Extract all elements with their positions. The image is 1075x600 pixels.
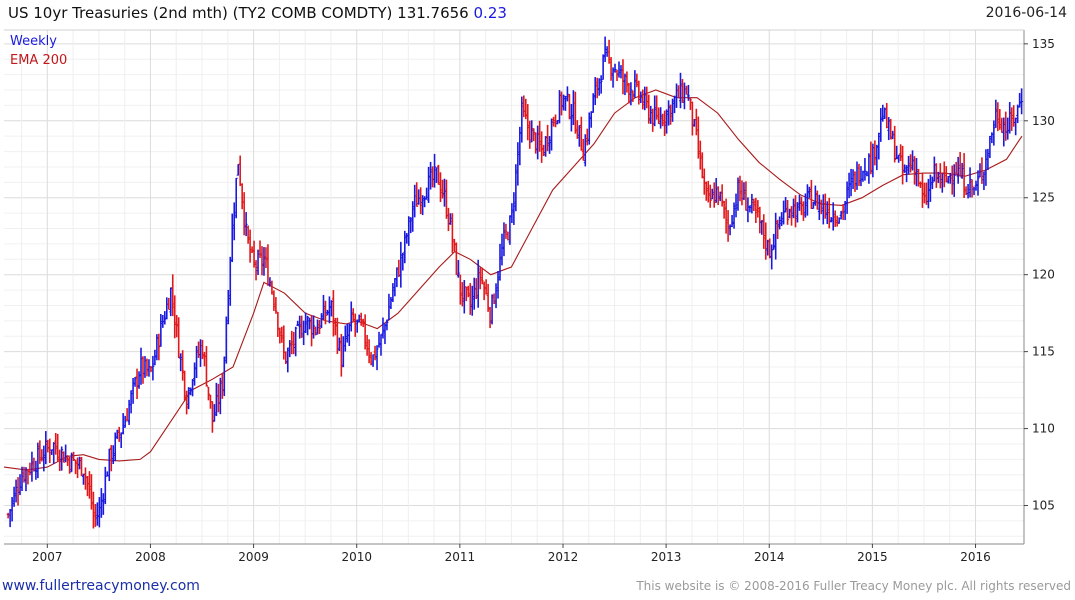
x-tick-label: 2012: [548, 550, 579, 564]
title-text: US 10yr Treasuries (2nd mth) (TY2 COMB C…: [8, 4, 469, 22]
price-change: 0.23: [473, 4, 507, 22]
y-tick-label: 120: [1032, 268, 1055, 282]
y-tick-label: 135: [1032, 37, 1055, 51]
x-axis: 2007 2008 2009 2010 2011 2012 2013 2014 2015 2016: [32, 544, 991, 564]
site-link[interactable]: www.fullertreacymoney.com: [2, 578, 200, 594]
y-tick-label: 115: [1032, 345, 1055, 359]
legend-weekly: Weekly: [10, 34, 57, 49]
legend: Weekly EMA 200: [10, 32, 67, 70]
x-tick-label: 2014: [754, 550, 785, 564]
legend-ema: EMA 200: [10, 53, 68, 68]
copyright-notice: This website is © 2008-2016 Fuller Treac…: [636, 579, 1071, 593]
y-axis: 105 110 115 120 125 130 135: [1024, 37, 1055, 513]
y-tick-label: 125: [1032, 191, 1055, 205]
ema-200-line: [3, 89, 1023, 471]
x-tick-label: 2013: [651, 550, 682, 564]
weekly-bars-series: [6, 36, 1024, 529]
y-tick-label: 130: [1032, 114, 1055, 128]
x-tick-label: 2011: [445, 550, 476, 564]
plot-frame: [4, 29, 1025, 545]
plot-area-background: [0, 30, 1024, 544]
x-tick-label: 2015: [857, 550, 888, 564]
x-tick-label: 2016: [960, 550, 991, 564]
chart-title: US 10yr Treasuries (2nd mth) (TY2 COMB C…: [8, 4, 507, 22]
x-tick-label: 2009: [238, 550, 269, 564]
y-tick-label: 110: [1032, 422, 1055, 436]
x-tick-label: 2007: [32, 550, 63, 564]
chart-date: 2016-06-14: [985, 5, 1067, 21]
ema-series: [3, 89, 1023, 471]
y-tick-label: 105: [1032, 499, 1055, 513]
x-tick-label: 2008: [135, 550, 166, 564]
x-tick-label: 2010: [341, 550, 372, 564]
